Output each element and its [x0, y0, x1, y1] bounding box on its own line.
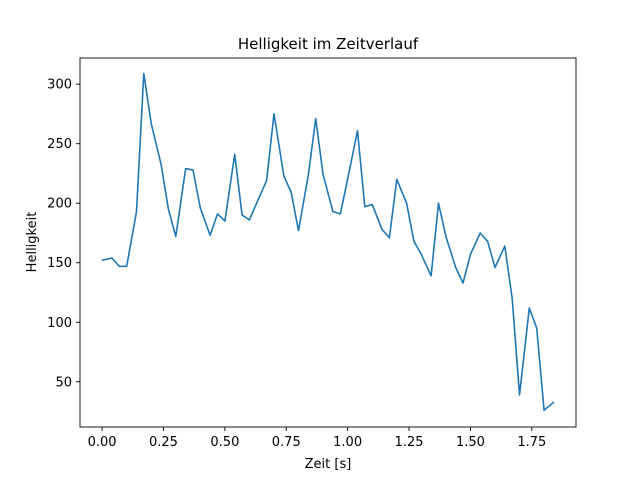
brightness-line [101, 72, 555, 412]
chart-title: Helligkeit im Zeitverlauf [238, 35, 419, 53]
y-tick-label: 300 [47, 78, 72, 93]
plot-frame [79, 57, 577, 428]
y-tick-label: 100 [47, 316, 72, 331]
y-tick-label: 150 [47, 256, 72, 271]
x-tick-label: 1.75 [517, 435, 546, 450]
y-tick-label: 50 [55, 375, 72, 390]
x-tick-label: 0.50 [210, 435, 239, 450]
y-tick-label: 250 [47, 137, 72, 152]
x-tick-label: 1.00 [333, 435, 362, 450]
y-axis-label: Helligkeit [25, 212, 40, 273]
axis-ticks: 0.00 0.25 0.50 0.75 1.00 1.25 1.50 1.75 50 100 150… [47, 78, 546, 450]
y-tick-label: 200 [47, 197, 72, 212]
x-tick-label: 0.25 [149, 435, 178, 450]
x-tick-label: 1.25 [395, 435, 424, 450]
x-tick-label: 0.00 [88, 435, 117, 450]
x-tick-label: 1.50 [456, 435, 485, 450]
plot-area [80, 58, 576, 427]
x-axis-label: Zeit [s] [305, 457, 352, 472]
x-tick-label: 0.75 [272, 435, 301, 450]
